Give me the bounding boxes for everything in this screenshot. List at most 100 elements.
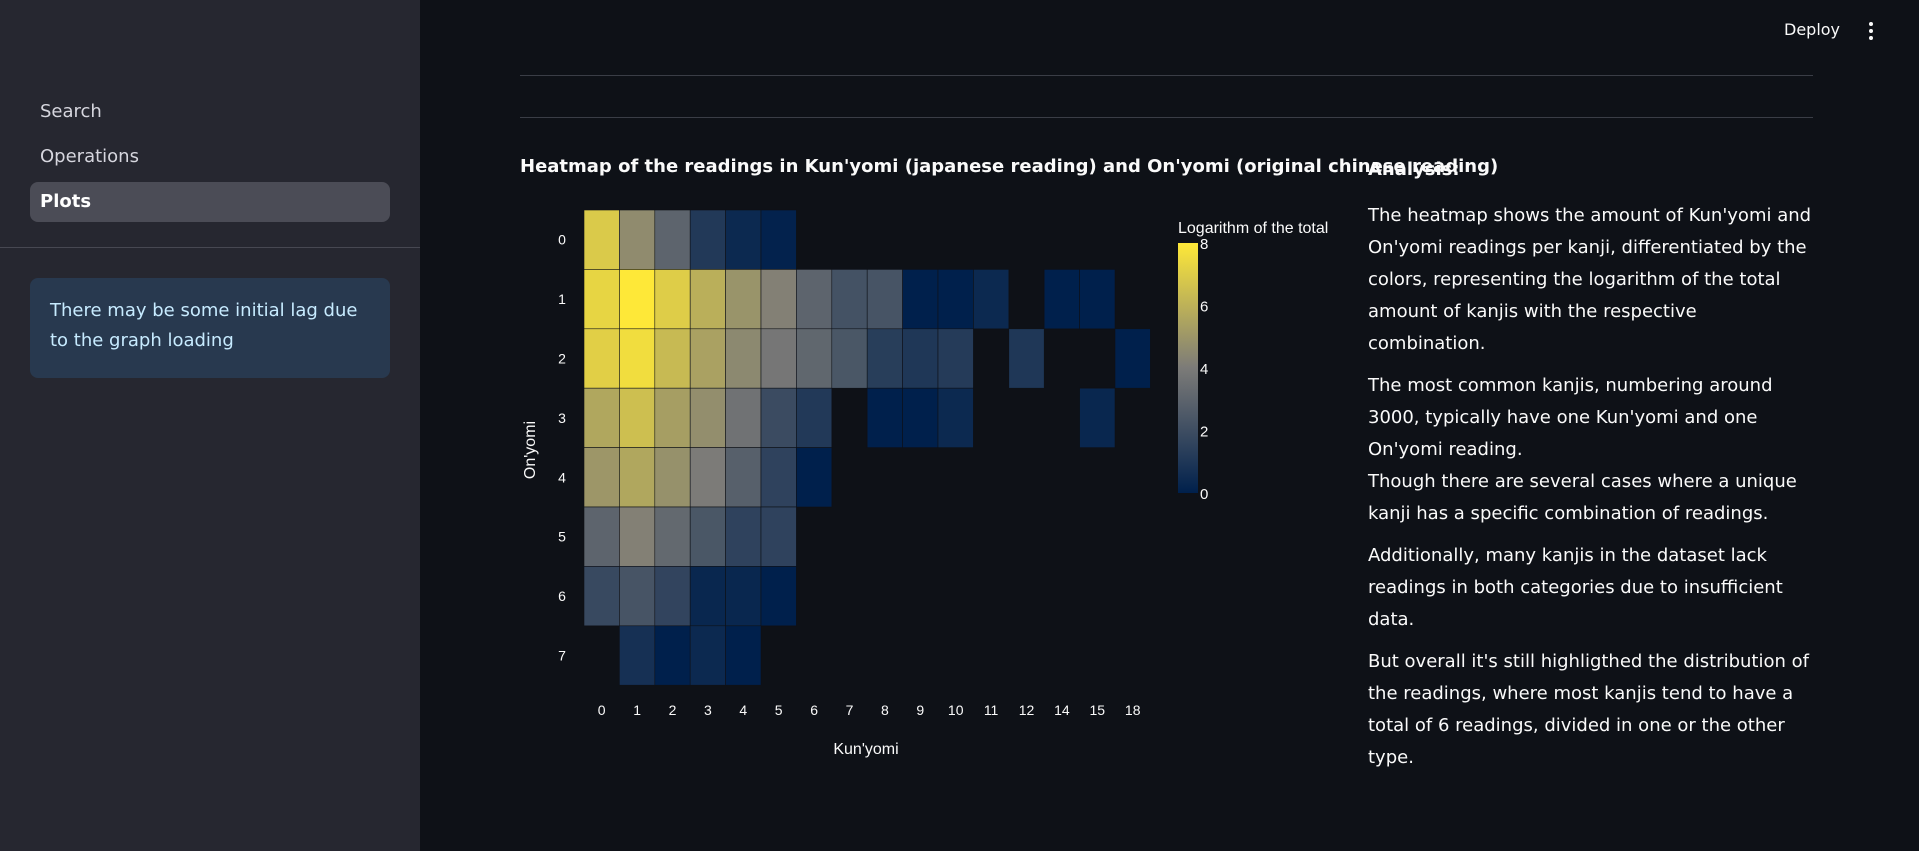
heatmap-cell[interactable]	[725, 328, 762, 389]
colorbar-tick-label: 0	[1200, 486, 1208, 503]
heatmap-cell[interactable]	[725, 625, 762, 686]
heatmap-cell[interactable]	[760, 566, 797, 627]
sidebar-divider	[0, 247, 420, 248]
sidebar-item-operations[interactable]: Operations	[40, 146, 139, 167]
x-tick-label: 8	[881, 702, 889, 718]
x-tick-label: 4	[739, 702, 747, 718]
heatmap-cell[interactable]	[654, 269, 691, 330]
heatmap-cell[interactable]	[902, 387, 939, 448]
heatmap-cell[interactable]	[1043, 269, 1080, 330]
heatmap-cell[interactable]	[619, 269, 656, 330]
kebab-menu-icon[interactable]	[1866, 22, 1876, 44]
heatmap-cell[interactable]	[866, 269, 903, 330]
heatmap-cell[interactable]	[725, 566, 762, 627]
heatmap-cell[interactable]	[619, 625, 656, 686]
heatmap-cell[interactable]	[796, 328, 833, 389]
heatmap-cell[interactable]	[689, 269, 726, 330]
x-tick-label: 10	[948, 702, 964, 718]
colorbar-ticks: 0 2 4 6 8	[1200, 236, 1208, 503]
heatmap-cell[interactable]	[689, 447, 726, 508]
heatmap-cell[interactable]	[654, 506, 691, 567]
colorbar-tick-label: 8	[1200, 236, 1208, 253]
heatmap-cell[interactable]	[583, 209, 620, 270]
colorbar-tick-label: 4	[1200, 361, 1208, 378]
sidebar-item-plots[interactable]: Plots	[30, 182, 390, 222]
heatmap-cell[interactable]	[725, 209, 762, 270]
heatmap-cell[interactable]	[866, 387, 903, 448]
heatmap-cell[interactable]	[725, 447, 762, 508]
colorbar-tick-label: 6	[1200, 299, 1208, 316]
heatmap-cell[interactable]	[619, 328, 656, 389]
heatmap-cell[interactable]	[689, 506, 726, 567]
y-tick-label: 7	[558, 648, 566, 664]
heatmap-cell[interactable]	[760, 269, 797, 330]
heatmap-cell[interactable]	[725, 269, 762, 330]
heatmap-cell[interactable]	[1008, 328, 1045, 389]
analysis-panel: Analysis: The heatmap shows the amount o…	[1368, 156, 1818, 784]
heatmap-cell[interactable]	[583, 447, 620, 508]
heatmap-cell[interactable]	[831, 269, 868, 330]
heatmap-cell[interactable]	[1079, 269, 1116, 330]
x-tick-label: 15	[1090, 702, 1106, 718]
analysis-paragraph-1: The heatmap shows the amount of Kun'yomi…	[1368, 205, 1812, 354]
heatmap-cell[interactable]	[796, 269, 833, 330]
heatmap-cell[interactable]	[760, 328, 797, 389]
heatmap-cell[interactable]	[583, 387, 620, 448]
heatmap-cells	[583, 209, 1151, 686]
sidebar-item-search[interactable]: Search	[40, 101, 102, 122]
heatmap-cell[interactable]	[725, 506, 762, 567]
x-tick-label: 11	[984, 702, 999, 718]
heatmap-cell[interactable]	[937, 387, 974, 448]
analysis-paragraph-2b: Though there are several cases where a u…	[1368, 471, 1797, 524]
analysis-heading: Analysis:	[1368, 159, 1460, 180]
heatmap-cell[interactable]	[583, 328, 620, 389]
y-tick-label: 5	[558, 529, 566, 545]
heatmap-cell[interactable]	[619, 209, 656, 270]
heatmap-cell[interactable]	[796, 387, 833, 448]
heatmap-cell[interactable]	[583, 269, 620, 330]
heatmap-cell[interactable]	[654, 447, 691, 508]
heatmap-cell[interactable]	[654, 625, 691, 686]
heatmap-cell[interactable]	[583, 566, 620, 627]
heatmap-cell[interactable]	[689, 387, 726, 448]
colorbar-title: Logarithm of the total	[1178, 220, 1328, 237]
heatmap-cell[interactable]	[831, 328, 868, 389]
heatmap-cell[interactable]	[689, 328, 726, 389]
x-tick-label: 3	[704, 702, 712, 718]
analysis-paragraph-4: But overall it's still highligthed the d…	[1368, 651, 1809, 768]
heatmap-cell[interactable]	[866, 328, 903, 389]
heatmap-cell[interactable]	[619, 447, 656, 508]
heatmap-cell[interactable]	[583, 506, 620, 567]
heatmap-cell[interactable]	[689, 209, 726, 270]
y-tick-label: 3	[558, 410, 566, 426]
heatmap-cell[interactable]	[619, 566, 656, 627]
x-tick-label: 0	[598, 702, 606, 718]
heatmap-cell[interactable]	[937, 269, 974, 330]
heatmap-cell[interactable]	[760, 387, 797, 448]
heatmap-cell[interactable]	[1114, 328, 1151, 389]
heatmap-cell[interactable]	[937, 328, 974, 389]
heatmap-cell[interactable]	[1079, 387, 1116, 448]
heatmap-cell[interactable]	[654, 209, 691, 270]
x-tick-label: 2	[669, 702, 677, 718]
heatmap-cell[interactable]	[796, 447, 833, 508]
heatmap-cell[interactable]	[902, 328, 939, 389]
deploy-button[interactable]: Deploy	[1784, 20, 1841, 39]
heatmap-cell[interactable]	[760, 209, 797, 270]
heatmap-cell[interactable]	[902, 269, 939, 330]
heatmap-cell[interactable]	[619, 387, 656, 448]
x-tick-label: 7	[846, 702, 854, 718]
x-axis-ticks: 0 1 2 3 4 5 6 7 8 9 10 11 12 14 15 18	[598, 702, 1141, 718]
heatmap-cell[interactable]	[689, 566, 726, 627]
heatmap-cell[interactable]	[654, 328, 691, 389]
analysis-paragraph-2a: The most common kanjis, numbering around…	[1368, 375, 1773, 460]
heatmap-cell[interactable]	[760, 506, 797, 567]
heatmap-cell[interactable]	[689, 625, 726, 686]
heatmap-cell[interactable]	[654, 387, 691, 448]
heatmap-cell[interactable]	[725, 387, 762, 448]
heatmap-cell[interactable]	[973, 269, 1010, 330]
heatmap-cell[interactable]	[619, 506, 656, 567]
heatmap-cell[interactable]	[760, 447, 797, 508]
heatmap-cell[interactable]	[654, 566, 691, 627]
